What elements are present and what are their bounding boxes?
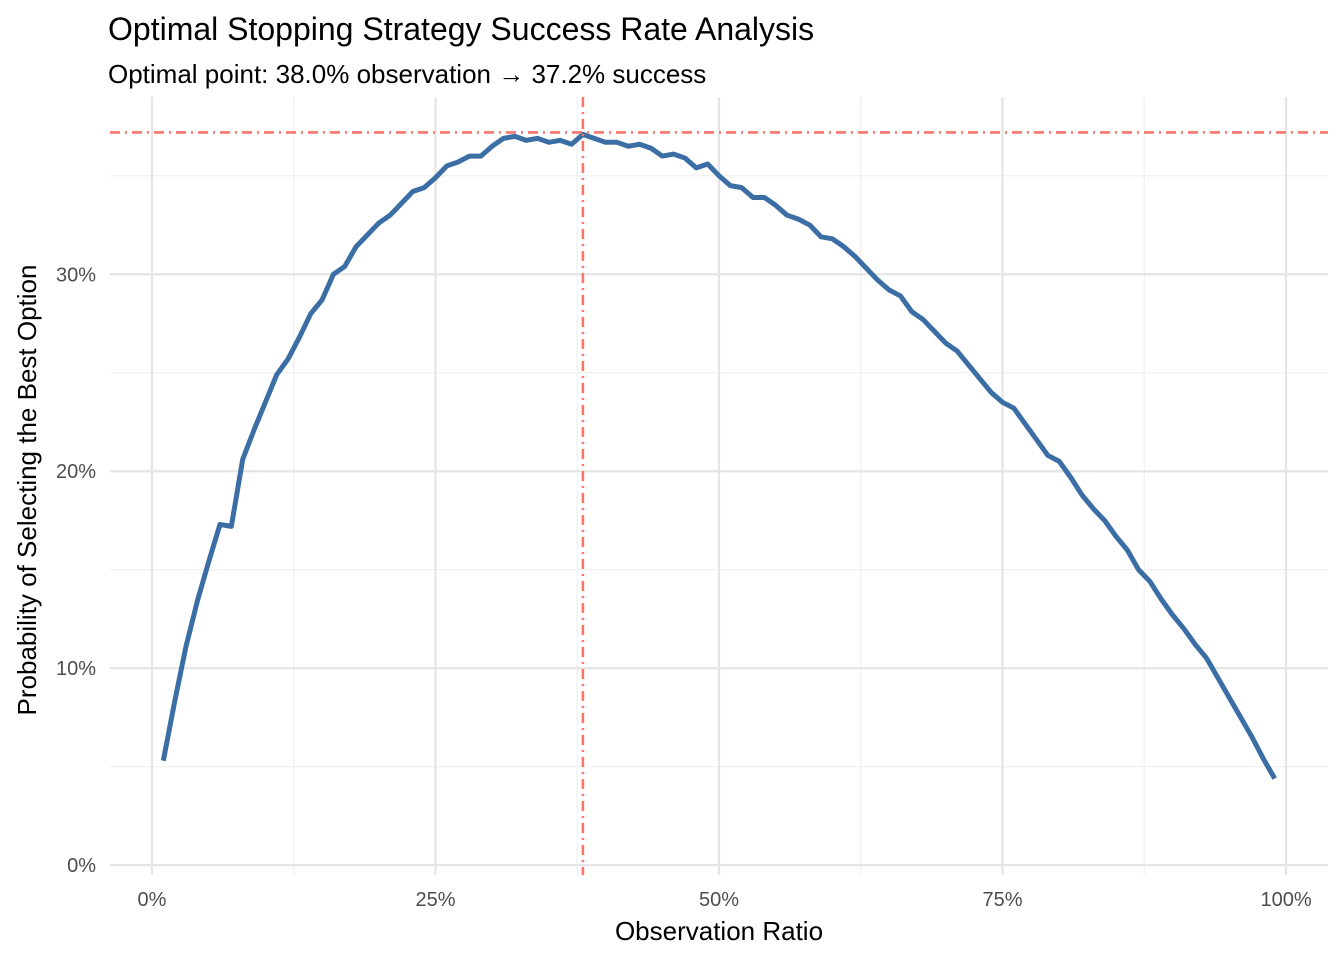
- y-tick-label: 10%: [56, 658, 96, 680]
- chart-subtitle: Optimal point: 38.0% observation → 37.2%…: [108, 59, 706, 89]
- data-layer: [160, 131, 1277, 780]
- x-tick-label: 75%: [983, 889, 1023, 911]
- y-tick-label: 30%: [56, 264, 96, 286]
- y-tick-label: 20%: [56, 461, 96, 483]
- major-gridlines: [110, 97, 1328, 875]
- x-tick-label: 50%: [699, 889, 739, 911]
- chart-title: Optimal Stopping Strategy Success Rate A…: [108, 11, 814, 47]
- x-axis-tick-labels: 0% 25% 50% 75% 100%: [138, 889, 1312, 911]
- x-tick-label: 100%: [1260, 889, 1311, 911]
- y-axis-tick-labels: 0% 10% 20% 30%: [56, 264, 96, 877]
- x-axis-title: Observation Ratio: [615, 916, 823, 946]
- x-tick-label: 0%: [138, 889, 167, 911]
- reference-lines: [110, 97, 1328, 875]
- x-tick-label: 25%: [415, 889, 455, 911]
- y-tick-label: 0%: [67, 855, 96, 877]
- y-axis-title: Probability of Selecting the Best Option: [12, 265, 42, 716]
- plot-area: [110, 97, 1328, 875]
